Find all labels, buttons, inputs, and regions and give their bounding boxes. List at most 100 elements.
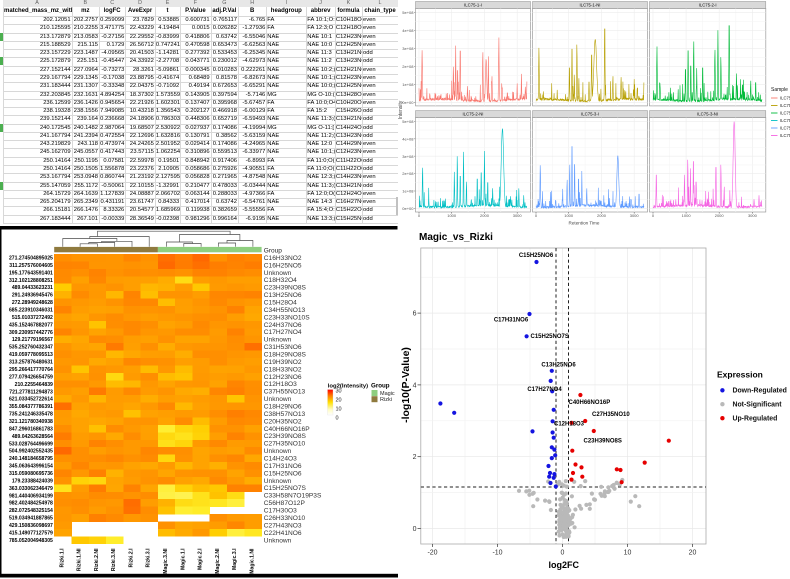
svg-text:282.072548325154: 282.072548325154	[9, 508, 53, 514]
svg-text:C15H25NO7S: C15H25NO7S	[264, 485, 307, 492]
svg-text:415.149077127579: 415.149077127579	[9, 530, 53, 536]
svg-text:363.033062346479: 363.033062346479	[9, 486, 53, 492]
svg-text:-log10(P-Value): -log10(P-Value)	[400, 347, 412, 423]
svg-text:982.402484254978: 982.402484254978	[9, 501, 53, 507]
svg-text:C17H27NO4: C17H27NO4	[264, 329, 302, 336]
svg-text:Not-Significant: Not-Significant	[733, 402, 783, 409]
svg-text:535.252760432347: 535.252760432347	[9, 345, 53, 351]
svg-text:721.277811294873: 721.277811294873	[9, 389, 53, 395]
svg-text:0e+00: 0e+00	[402, 100, 414, 105]
svg-text:10: 10	[624, 550, 632, 557]
svg-text:735.241246335478: 735.241246335478	[9, 412, 53, 418]
svg-text:Magic: Magic	[380, 391, 395, 397]
svg-text:Rizki: Rizki	[380, 397, 392, 403]
svg-text:Rizki.3.NI: Rizki.3.NI	[111, 548, 117, 571]
svg-text:Unknown: Unknown	[264, 337, 292, 344]
svg-text:315.059080695736: 315.059080695736	[9, 471, 53, 477]
svg-text:345.063643996154: 345.063643996154	[9, 464, 53, 470]
svg-text:504.992402552435: 504.992402552435	[9, 449, 53, 455]
svg-text:2000: 2000	[715, 213, 725, 218]
svg-text:313.257876480631: 313.257876480631	[9, 360, 53, 366]
svg-text:C13H25NO6: C13H25NO6	[541, 363, 576, 369]
svg-text:Up-Regulated: Up-Regulated	[733, 416, 778, 423]
svg-text:1000: 1000	[447, 213, 457, 218]
svg-text:ILC75-1-NI: ILC75-1-NI	[579, 2, 600, 7]
svg-text:Magic.1.I: Magic.1.I	[180, 548, 186, 570]
svg-text:C37H55NO13: C37H55NO13	[264, 389, 306, 396]
svg-text:435.152467882077: 435.152467882077	[9, 322, 53, 328]
svg-text:30: 30	[336, 388, 342, 394]
svg-text:C18H29NO8S: C18H29NO8S	[264, 352, 307, 359]
svg-text:C17H27NO4: C17H27NO4	[527, 387, 562, 393]
svg-text:C40H66NO16P: C40H66NO16P	[264, 426, 310, 433]
svg-text:C24H37NO6: C24H37NO6	[264, 322, 302, 329]
svg-text:ILC75-3-NI: ILC75-3-NI	[697, 112, 718, 117]
svg-text:ILC75-2-NI: ILC75-2-NI	[462, 112, 483, 117]
svg-text:C23H39NO8S: C23H39NO8S	[584, 439, 622, 445]
svg-text:311.257576004605: 311.257576004605	[9, 263, 53, 269]
svg-text:429.150836098697: 429.150836098697	[9, 523, 53, 529]
svg-text:0: 0	[535, 213, 538, 218]
svg-text:C31H53NO6: C31H53NO6	[264, 344, 302, 351]
svg-text:Rizki.2.I: Rizki.2.I	[128, 548, 134, 568]
svg-text:0: 0	[418, 213, 421, 218]
svg-text:4e+08: 4e+08	[402, 136, 414, 141]
svg-text:533.028764496699: 533.028764496699	[9, 441, 53, 447]
svg-text:515.01037272492: 515.01037272492	[12, 315, 53, 321]
svg-text:5e+08: 5e+08	[402, 10, 414, 15]
svg-text:C23H39NO8S: C23H39NO8S	[264, 285, 307, 292]
svg-text:Magic.1.NI: Magic.1.NI	[249, 548, 255, 574]
svg-text:295.266417770764: 295.266417770764	[9, 367, 53, 373]
svg-text:2000: 2000	[480, 213, 490, 218]
svg-text:C15H25NO6: C15H25NO6	[519, 253, 554, 259]
svg-text:3e+08: 3e+08	[402, 46, 414, 51]
svg-text:C12H18O3: C12H18O3	[264, 381, 297, 388]
svg-text:ILC75-3-NI: ILC75-3-NI	[780, 133, 790, 138]
svg-text:Magic.2.NI: Magic.2.NI	[215, 548, 221, 574]
svg-text:3000: 3000	[630, 213, 640, 218]
svg-text:Unknown: Unknown	[264, 478, 292, 485]
svg-text:C15H25NO6: C15H25NO6	[264, 470, 302, 477]
svg-text:C20H35NO2: C20H35NO2	[264, 418, 302, 425]
svg-text:C27H35NO10: C27H35NO10	[592, 412, 630, 418]
svg-text:C15H28O4: C15H28O4	[264, 300, 297, 307]
svg-text:Rizki.2.NI: Rizki.2.NI	[94, 548, 100, 571]
svg-text:355.084377786391: 355.084377786391	[9, 404, 53, 410]
svg-text:981.440406934199: 981.440406934199	[9, 493, 53, 499]
svg-text:ILC75-2-I: ILC75-2-I	[780, 111, 790, 116]
svg-text:C17H31NO6: C17H31NO6	[264, 463, 302, 470]
svg-text:Unknown: Unknown	[264, 270, 292, 277]
svg-text:785.052004948305: 785.052004948305	[9, 538, 53, 544]
svg-text:2e+08: 2e+08	[402, 171, 414, 176]
svg-text:2e+08: 2e+08	[402, 64, 414, 69]
svg-text:Sample: Sample	[771, 87, 788, 93]
svg-text:Group: Group	[264, 247, 282, 254]
svg-text:C38H57NO13: C38H57NO13	[264, 411, 306, 418]
svg-text:2: 2	[413, 454, 417, 461]
svg-text:1000: 1000	[682, 213, 692, 218]
svg-text:20: 20	[336, 398, 342, 404]
svg-text:Expression: Expression	[717, 370, 763, 380]
svg-text:Magic.2.I: Magic.2.I	[198, 548, 204, 570]
svg-text:Unknown: Unknown	[264, 537, 292, 544]
svg-text:240.148184658795: 240.148184658795	[9, 456, 53, 462]
svg-text:3000: 3000	[513, 213, 523, 218]
svg-text:C17H30O3: C17H30O3	[264, 508, 297, 515]
svg-text:C17H31NO6: C17H31NO6	[494, 318, 529, 324]
svg-text:5e+08: 5e+08	[402, 119, 414, 124]
svg-text:ILC75-1-I: ILC75-1-I	[464, 2, 482, 7]
svg-text:C23H39NO8S: C23H39NO8S	[264, 433, 307, 440]
svg-text:Rizki.1.I: Rizki.1.I	[59, 548, 65, 568]
svg-text:Down-Regulated: Down-Regulated	[733, 388, 787, 395]
svg-text:685.223910346031: 685.223910346031	[9, 308, 53, 314]
svg-text:ILC75-1-NI: ILC75-1-NI	[780, 103, 790, 108]
svg-text:C26H33NO10: C26H33NO10	[264, 515, 306, 522]
svg-text:519.034941887865: 519.034941887865	[9, 516, 53, 522]
svg-text:312.102128808251: 312.102128808251	[9, 278, 53, 284]
svg-text:Rizki.1.NI: Rizki.1.NI	[77, 548, 83, 571]
svg-text:Unknown: Unknown	[264, 396, 292, 403]
svg-text:0: 0	[336, 415, 339, 421]
svg-text:C12H18O3: C12H18O3	[554, 422, 585, 428]
svg-text:10: 10	[336, 407, 342, 413]
svg-text:C15H25NO7S: C15H25NO7S	[531, 334, 569, 340]
